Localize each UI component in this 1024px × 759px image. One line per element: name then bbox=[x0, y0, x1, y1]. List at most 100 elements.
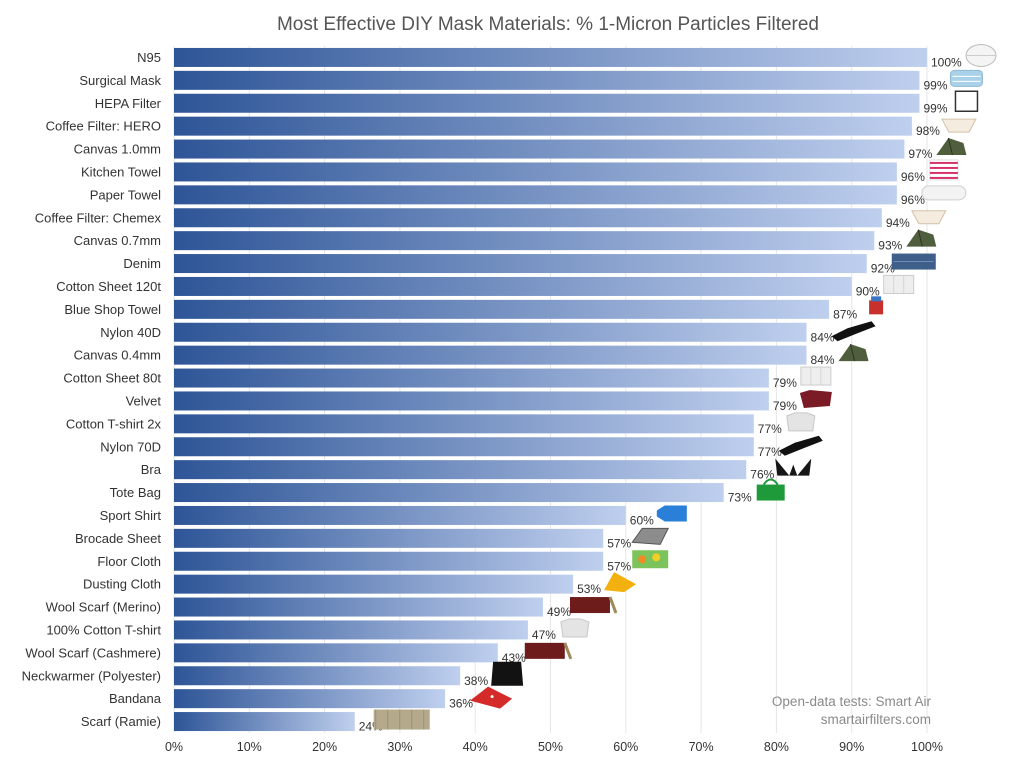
surgical-mask-icon bbox=[949, 69, 983, 87]
value-label: 84% bbox=[811, 353, 835, 367]
value-label: 43% bbox=[502, 651, 526, 665]
bar bbox=[174, 231, 875, 251]
category-label: Wool Scarf (Cashmere) bbox=[25, 645, 161, 660]
velvet-icon bbox=[799, 389, 832, 408]
hepa-filter-icon bbox=[954, 90, 979, 112]
value-label: 92% bbox=[871, 262, 895, 276]
value-label: 100% bbox=[931, 55, 962, 69]
category-label: Blue Shop Towel bbox=[64, 302, 161, 317]
bar bbox=[174, 460, 747, 480]
category-label: Paper Towel bbox=[90, 187, 161, 202]
bar bbox=[174, 116, 912, 136]
category-label: 100% Cotton T-shirt bbox=[46, 622, 161, 637]
value-label: 93% bbox=[878, 239, 902, 253]
value-label: 36% bbox=[449, 697, 473, 711]
value-label: 73% bbox=[728, 491, 752, 505]
category-label: Canvas 1.0mm bbox=[74, 142, 161, 157]
chart-title: Most Effective DIY Mask Materials: % 1-M… bbox=[277, 14, 819, 35]
value-label: 57% bbox=[607, 536, 631, 550]
coffee-filter-icon bbox=[941, 118, 977, 133]
category-label: Coffee Filter: HERO bbox=[46, 119, 161, 134]
value-label: 53% bbox=[577, 582, 601, 596]
bar bbox=[174, 643, 498, 663]
category-label: Wool Scarf (Merino) bbox=[46, 600, 161, 615]
x-tick-label: 10% bbox=[237, 740, 262, 754]
canvas-tent-icon bbox=[838, 344, 869, 362]
wool-scarf-icon bbox=[524, 642, 573, 660]
value-label: 57% bbox=[607, 559, 631, 573]
category-label: Sport Shirt bbox=[100, 508, 162, 523]
category-label: Bandana bbox=[109, 691, 162, 706]
kitchen-towel-icon bbox=[929, 159, 959, 181]
bar bbox=[174, 93, 920, 113]
x-tick-label: 20% bbox=[312, 740, 337, 754]
category-label: Cotton T-shirt 2x bbox=[66, 416, 162, 431]
value-label: 99% bbox=[923, 101, 947, 115]
bar bbox=[174, 185, 897, 205]
canvas-tent-icon bbox=[936, 137, 967, 156]
bandana-icon bbox=[470, 686, 513, 709]
bar bbox=[174, 345, 807, 365]
bar bbox=[174, 505, 626, 525]
value-label: 97% bbox=[908, 147, 932, 161]
bra-icon bbox=[775, 458, 812, 476]
value-label: 96% bbox=[901, 170, 925, 184]
paper-towel-icon bbox=[921, 185, 967, 201]
tote-bag-icon bbox=[756, 478, 785, 501]
category-label: Neckwarmer (Polyester) bbox=[22, 668, 161, 683]
value-label: 38% bbox=[464, 674, 488, 688]
bar bbox=[174, 574, 574, 594]
brocade-sheet-icon bbox=[631, 527, 670, 545]
bar bbox=[174, 483, 724, 503]
floor-cloth-icon bbox=[632, 550, 669, 569]
category-label: Bra bbox=[141, 462, 162, 477]
value-label: 99% bbox=[923, 78, 947, 92]
cotton-tshirt-icon bbox=[786, 412, 816, 432]
category-label: Kitchen Towel bbox=[81, 164, 161, 179]
value-label: 49% bbox=[547, 605, 571, 619]
ramie-scarf-icon bbox=[373, 709, 430, 730]
category-label: Cotton Sheet 120t bbox=[56, 279, 161, 294]
nylon-glove-icon bbox=[831, 321, 876, 342]
x-tick-label: 70% bbox=[689, 740, 714, 754]
value-label: 79% bbox=[773, 399, 797, 413]
value-label: 60% bbox=[630, 513, 654, 527]
credit-line-2: smartairfilters.com bbox=[821, 712, 931, 727]
bar bbox=[174, 47, 927, 67]
bar bbox=[174, 437, 754, 457]
bar bbox=[174, 208, 882, 228]
category-label: Dusting Cloth bbox=[83, 577, 161, 592]
category-label: Tote Bag bbox=[110, 485, 161, 500]
bar bbox=[174, 162, 897, 182]
wool-scarf-icon bbox=[569, 596, 618, 614]
bar bbox=[174, 666, 461, 686]
blue-shop-towel-icon bbox=[869, 296, 884, 315]
bar bbox=[174, 528, 604, 548]
category-label: Nylon 70D bbox=[100, 439, 161, 454]
category-label: Brocade Sheet bbox=[75, 531, 161, 546]
category-label: Cotton Sheet 80t bbox=[63, 371, 161, 386]
category-label: Nylon 40D bbox=[100, 325, 161, 340]
x-tick-label: 90% bbox=[839, 740, 864, 754]
canvas-tent-icon bbox=[906, 229, 937, 247]
x-tick-label: 50% bbox=[538, 740, 563, 754]
credit-line-1: Open-data tests: Smart Air bbox=[772, 694, 932, 709]
dusting-cloth-icon bbox=[604, 572, 637, 593]
bar bbox=[174, 299, 830, 319]
value-label: 94% bbox=[886, 216, 910, 230]
x-tick-label: 100% bbox=[911, 740, 943, 754]
category-label: Floor Cloth bbox=[97, 554, 161, 569]
material-icons bbox=[373, 43, 997, 730]
bar bbox=[174, 414, 754, 434]
value-label: 47% bbox=[532, 628, 556, 642]
category-label: Surgical Mask bbox=[79, 73, 161, 88]
x-tick-label: 80% bbox=[764, 740, 789, 754]
neckwarmer-icon bbox=[491, 661, 524, 686]
coffee-filter-icon bbox=[910, 210, 947, 225]
nylon-glove-icon bbox=[778, 435, 823, 456]
value-label: 90% bbox=[856, 284, 880, 298]
value-labels: 100% 99% 99% 98% 97% 96% 96% 94% 93% 92% 90% 87% 84%… bbox=[359, 55, 962, 733]
value-label: 96% bbox=[901, 193, 925, 207]
value-label: 77% bbox=[758, 422, 782, 436]
